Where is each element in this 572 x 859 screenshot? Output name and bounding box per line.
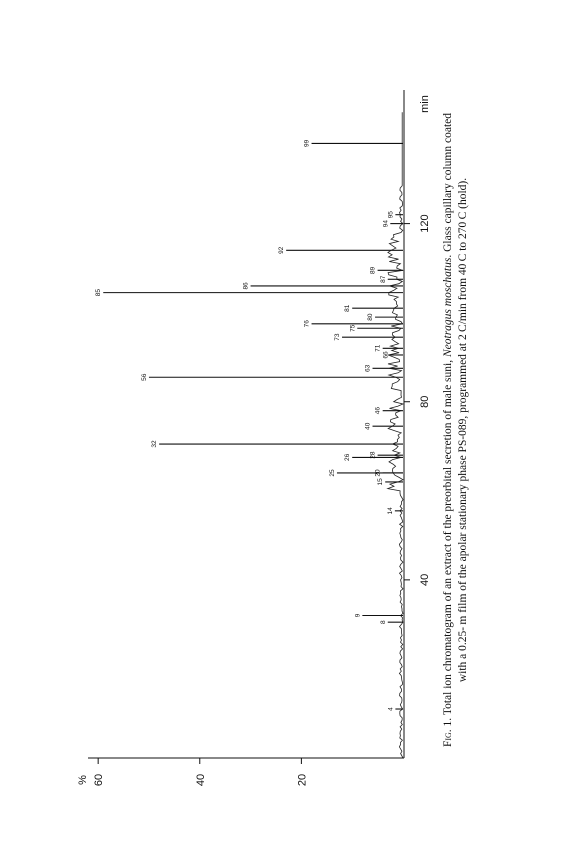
peak-label-15: 15 bbox=[377, 478, 384, 486]
chromatogram-trace bbox=[103, 112, 405, 759]
peak-label-89: 89 bbox=[370, 266, 377, 274]
x-tick-label: 80 bbox=[419, 396, 431, 408]
caption-species: Neotragus moschatus bbox=[442, 257, 454, 358]
caption-lead: Fig. 1. bbox=[442, 717, 454, 748]
peak-label-94: 94 bbox=[382, 220, 389, 228]
peak-label-73: 73 bbox=[334, 333, 341, 341]
chart-axes: 40 80 120 min 20 40 60% bbox=[77, 90, 431, 786]
peak-label-9: 9 bbox=[354, 613, 361, 617]
peak-label-71: 71 bbox=[375, 344, 382, 352]
peak-label-25: 25 bbox=[329, 469, 336, 477]
baseline-trace bbox=[386, 112, 405, 759]
y-tick-label: 20 bbox=[296, 774, 308, 786]
caption-text-1: Total ion chromatogram of an extract of … bbox=[442, 357, 454, 718]
peak-label-20: 20 bbox=[375, 469, 382, 477]
peak-label-8: 8 bbox=[380, 620, 387, 624]
peak-label-46: 46 bbox=[375, 407, 382, 415]
peak-label-14: 14 bbox=[387, 507, 394, 515]
peak-label-85: 85 bbox=[95, 289, 102, 297]
peak-label-92: 92 bbox=[278, 246, 285, 254]
peak-label-63: 63 bbox=[365, 364, 372, 372]
peak-label-99: 99 bbox=[304, 139, 311, 147]
x-tick-label: 40 bbox=[419, 574, 431, 586]
peak-label-76: 76 bbox=[304, 320, 311, 328]
peak-label-95: 95 bbox=[387, 211, 394, 219]
y-tick-label: 60 bbox=[93, 774, 105, 786]
peak-label-75: 75 bbox=[349, 324, 356, 332]
peak-label-26: 26 bbox=[344, 453, 351, 461]
peak-label-4: 4 bbox=[387, 707, 394, 711]
y-tick-label: 40 bbox=[195, 774, 207, 786]
peak-label-32: 32 bbox=[151, 440, 158, 448]
peak-label-87: 87 bbox=[380, 275, 387, 283]
peak-label-80: 80 bbox=[367, 313, 374, 321]
peak-label-86: 86 bbox=[243, 282, 250, 290]
x-tick-label: 120 bbox=[419, 214, 431, 232]
peak-label-81: 81 bbox=[344, 304, 351, 312]
x-axis-label: min bbox=[419, 95, 431, 113]
peak-label-66: 66 bbox=[382, 351, 389, 359]
peak-label-28: 28 bbox=[370, 451, 377, 459]
y-axis-label: % bbox=[77, 775, 89, 785]
peak-label-40: 40 bbox=[365, 422, 372, 430]
peak-label-56: 56 bbox=[141, 373, 148, 381]
